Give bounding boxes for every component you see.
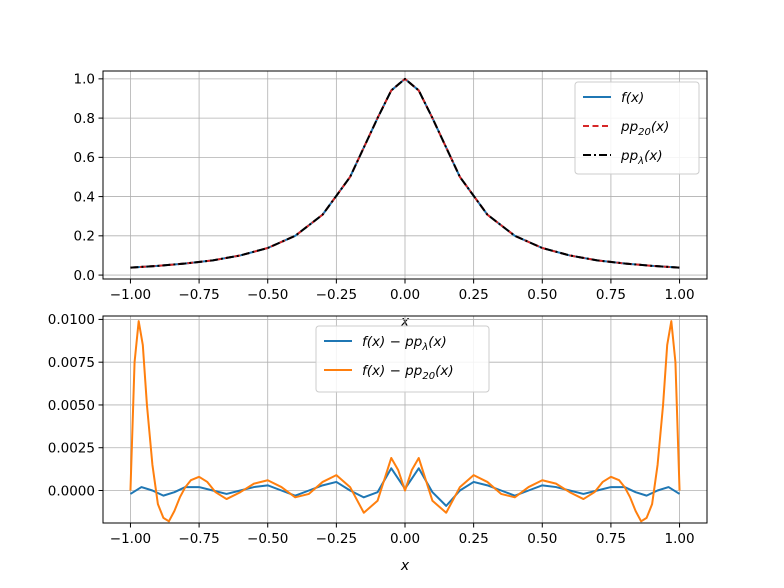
top-legend-box [574, 81, 700, 175]
bottom-subplot: −1.00 −0.75 −0.50 −0.25 0.00 0.25 0.50 0.75 1.00… [48, 312, 708, 574]
bottom-ytick-label-2: 0.0050 [48, 398, 95, 414]
top-legend: f(x) pp20(x) ppλ(x) [574, 81, 700, 175]
bottom-legend-label-0: f(x) − ppλ(x) [362, 334, 447, 353]
top-xtick-label-8: 1.00 [665, 287, 695, 303]
bottom-xtick-label-2: −0.50 [247, 531, 288, 547]
top-ytick-label-3: 0.6 [74, 150, 95, 166]
bottom-ytick-label-1: 0.0025 [48, 441, 95, 457]
top-xtick-label-2: −0.50 [247, 287, 288, 303]
bottom-legend: f(x) − ppλ(x) f(x) − pp20(x) [315, 325, 490, 393]
top-xtick-label-5: 0.25 [459, 287, 489, 303]
top-series-group [130, 77, 680, 269]
top-xtick-label-3: −0.25 [316, 287, 357, 303]
top-xtick-label-7: 0.75 [596, 287, 626, 303]
bottom-ytick-label-4: 0.0100 [48, 312, 95, 328]
top-xtick-label-6: 0.50 [527, 287, 557, 303]
bottom-ytick-label-0: 0.0000 [48, 483, 95, 499]
top-xtick-label-4: 0.00 [390, 287, 420, 303]
top-xtick-label-0: −1.00 [110, 287, 151, 303]
top-ytick-label-0: 0.0 [74, 268, 95, 284]
bottom-xtick-label-8: 1.00 [665, 531, 695, 547]
bottom-xtick-label-0: −1.00 [110, 531, 151, 547]
top-legend-label-1: pp20(x) [620, 119, 669, 138]
top-legend-label-0: f(x) [621, 90, 644, 106]
bottom-xtick-label-7: 0.75 [596, 531, 626, 547]
bottom-xtick-label-1: −0.75 [178, 531, 219, 547]
top-series-line-2 [130, 77, 680, 269]
bottom-xtick-label-4: 0.00 [390, 531, 420, 547]
top-ytick-label-1: 0.2 [74, 229, 95, 245]
bottom-ytick-label-3: 0.0075 [48, 355, 95, 371]
bottom-xtick-label-6: 0.50 [527, 531, 557, 547]
bottom-legend-box [315, 325, 490, 393]
bottom-xtick-label-5: 0.25 [459, 531, 489, 547]
bottom-series-group [129, 320, 681, 523]
bottom-legend-label-1: f(x) − pp20(x) [362, 363, 454, 382]
top-legend-label-2: ppλ(x) [620, 148, 663, 167]
bottom-xtick-label-3: −0.25 [316, 531, 357, 547]
top-ytick-label-5: 1.0 [74, 72, 95, 88]
top-xtick-label-1: −0.75 [178, 287, 219, 303]
bottom-series-line-1 [129, 320, 681, 523]
top-ytick-label-4: 0.8 [74, 111, 95, 127]
top-ytick-label-2: 0.4 [74, 189, 95, 205]
top-subplot: −1.00 −0.75 −0.50 −0.25 0.00 0.25 0.50 0.75 1.00… [74, 70, 708, 330]
bottom-xaxis-label: x [400, 558, 410, 574]
